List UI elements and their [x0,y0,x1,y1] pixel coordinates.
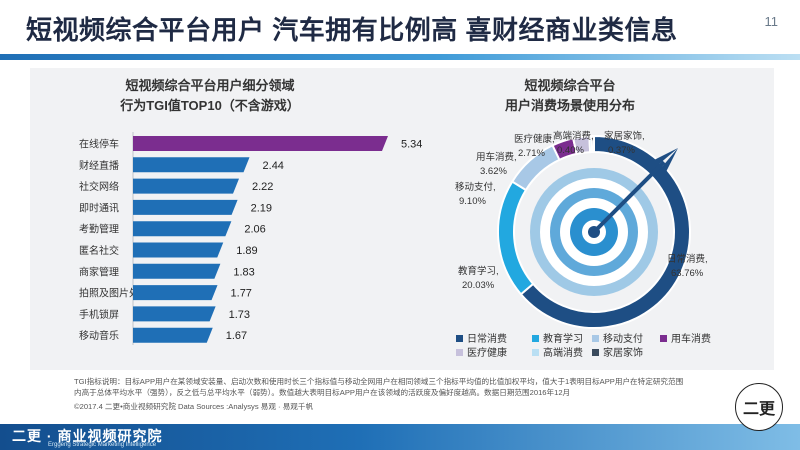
donut-chart-title: 短视频综合平台 用户消费场景使用分布 [470,76,670,116]
legend-entry: 家居家饰 [603,346,643,359]
source-note: ©2017.4 二更•商业视频研究院 Data Sources :Analysy… [74,402,314,411]
legend-entry: 日常消费 [467,332,507,345]
donut-chart-title-line-1: 短视频综合平台 [524,78,616,93]
bar-value-label: 1.73 [229,309,250,321]
seal-logo: 二更 [735,383,783,431]
bar-value-label: 2.22 [252,181,273,193]
bar-category-label: 在线停车 [79,138,119,151]
bar-value-label: 1.77 [231,288,252,300]
donut-chart-title-line-2: 用户消费场景使用分布 [504,98,635,113]
donut-slice-value: 63.76% [671,268,704,279]
bar-value-label: 5.34 [401,139,422,151]
bar-chart-title-line-2: 行为TGI值TOP10（不含游戏） [120,98,300,113]
legend-swatch [532,349,539,356]
donut-slice-value: 20.03% [462,280,495,291]
bar-category-label: 考勤管理 [79,223,119,236]
bar [133,242,224,258]
arrow-shaft [592,160,666,234]
donut-slice-label: 教育学习, [458,265,499,277]
donut-slice-label: 家居家饰, [604,130,645,142]
legend-swatch [592,349,599,356]
donut-chart: 日常消费, 63.76% 教育学习, 20.03% 移动支付, 9.10% 用车消费, 3.6… [455,130,708,329]
bar-value-label: 1.89 [236,245,257,257]
legend-swatch [456,349,463,356]
bar [133,327,213,343]
brand-name: 二更 · 商业视频研究院 [12,428,163,444]
bar [133,263,221,279]
bar [133,178,240,194]
bar-category-label: 商家管理 [79,265,119,278]
arrow-fletch [656,148,678,174]
page-number: 11 [764,14,779,29]
donut-slice [497,180,535,296]
page-title: 短视频综合平台用户 汽车拥有比例高 喜财经商业类信息 [26,15,678,45]
bar-category-label: 匿名社交 [79,244,119,257]
bar [133,285,218,301]
bar-category-label: 社交网络 [79,180,119,193]
donut-slice-label: 用车消费, [476,151,517,163]
bar-category-label: 财经直播 [79,159,119,172]
bar-category-label: 移动音乐 [79,329,119,342]
legend-swatch [532,335,539,342]
footer-bar: 二更 · 商业视频研究院 Erggeng Strategic Marketing… [0,424,800,450]
title-rule [0,54,800,60]
bar-value-label: 1.83 [233,266,254,278]
donut-slice-label: 医疗健康, [514,133,555,145]
legend-swatch [660,335,667,342]
bar-chart-title-line-1: 短视频综合平台用户细分领域 [125,78,295,93]
bar [133,136,388,151]
bar-chart-title: 短视频综合平台用户细分领域 行为TGI值TOP10（不含游戏） [110,76,310,116]
bar [133,221,232,237]
seal-glyph: 二更 [743,400,776,418]
bar [133,199,238,215]
legend-swatch [592,335,599,342]
bar-value-label: 2.06 [244,224,265,236]
legend-entry: 高端消费 [543,346,583,359]
bar [133,306,216,322]
donut-slice-label: 日常消费, [667,253,708,265]
bar-category-label: 即时通讯 [79,202,119,214]
donut-slice-value: 3.62% [480,166,507,177]
legend-entry: 教育学习 [543,332,583,345]
donut-slice-value: 9.10% [459,196,486,207]
bar-category-label: 拍照及图片处理 [79,287,149,300]
donut-slice-value: 0.40% [557,145,584,156]
bar-category-label: 手机锁屏 [79,308,119,321]
legend-entry: 移动支付 [603,332,643,345]
donut-slice [590,134,595,154]
tgi-note-line-1: TGI指标说明：目标APP用户在某领域安装量、启动次数和使用时长三个指标值与移动… [74,377,684,386]
legend-swatch [456,335,463,342]
seal-text: 二更 [743,400,776,418]
bar [133,157,250,173]
donut-slice-label: 高端消费, [553,130,594,142]
brand-subtitle: Erggeng Strategic Marketing Intelligence [48,442,157,448]
tgi-note-line-2: 内高于总体平均水平（强势），反之低与总平均水平（弱势）。数值越大表明目标APP用… [74,388,571,397]
donut-slice-value: 0.37% [608,145,635,156]
donut-slice-value: 2.71% [518,148,545,159]
bar-value-label: 1.67 [226,330,247,342]
legend-entry: 用车消费 [671,332,711,345]
arrow-fletch [652,148,678,170]
bar-chart: 在线停车 5.34 财经直播 2.44 社交网络 2.22 即时通讯 2.19 考勤管理 2.06… [79,132,422,345]
legend-entry: 医疗健康 [467,346,507,359]
donut-slice-label: 移动支付, [455,181,496,193]
bar-value-label: 2.19 [251,202,272,214]
bar-value-label: 2.44 [263,160,284,172]
